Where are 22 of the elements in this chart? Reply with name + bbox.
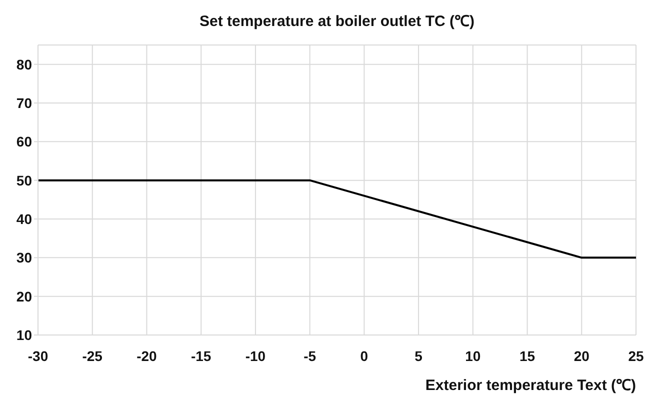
x-tick-label: -20	[136, 348, 158, 364]
x-tick-label: -15	[190, 348, 212, 364]
x-axis-title: Exterior temperature Text (℃)	[425, 377, 636, 394]
x-tick-label: -30	[28, 348, 48, 364]
x-tick-label: 15	[519, 348, 536, 364]
x-tick-label: 20	[574, 348, 590, 364]
y-tick-label: 60	[16, 134, 32, 150]
y-tick-label: 50	[16, 172, 32, 188]
y-tick-label: 30	[16, 250, 32, 266]
y-tick-label: 10	[16, 326, 32, 343]
x-tick-label: -25	[82, 348, 103, 364]
x-tick-label: 10	[465, 348, 481, 364]
x-tick-label: -10	[245, 348, 266, 364]
y-tick-label: 80	[16, 56, 32, 72]
x-tick-label: -5	[304, 348, 316, 364]
x-tick-label: 5	[414, 348, 423, 364]
y-tick-label: 70	[16, 94, 32, 111]
y-tick-label: 20	[16, 288, 32, 304]
chart-title: Set temperature at boiler outlet TC (℃)	[198, 12, 476, 30]
y-tick-label: 40	[16, 210, 32, 227]
x-tick-label: 25	[628, 348, 644, 364]
x-tick-label: 0	[360, 348, 368, 364]
